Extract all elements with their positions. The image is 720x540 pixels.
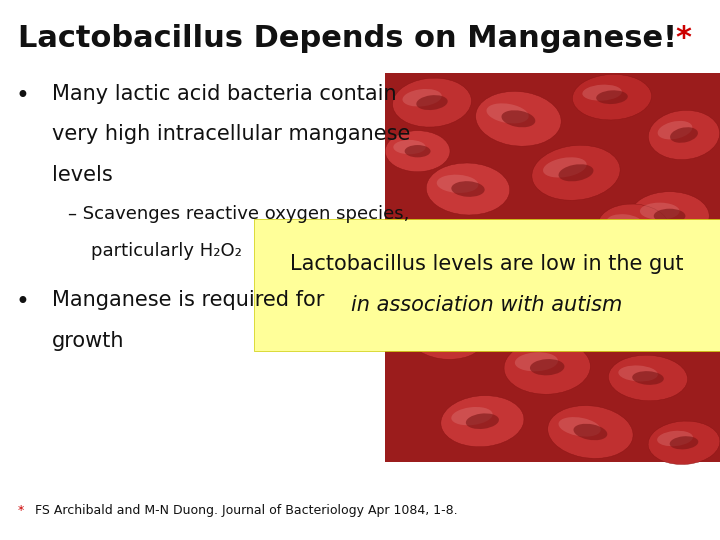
Text: Many lactic acid bacteria contain: Many lactic acid bacteria contain: [52, 84, 397, 104]
Ellipse shape: [619, 220, 648, 234]
Ellipse shape: [437, 174, 478, 193]
Ellipse shape: [395, 236, 426, 250]
Ellipse shape: [572, 75, 652, 120]
Ellipse shape: [640, 202, 680, 220]
Text: very high intracellular manganese: very high intracellular manganese: [52, 124, 410, 144]
Text: levels: levels: [52, 165, 112, 185]
Text: FS Archibald and M-N Duong. Journal of Bacteriology Apr 1084, 1-8.: FS Archibald and M-N Duong. Journal of B…: [35, 504, 457, 517]
Text: *: *: [18, 504, 24, 517]
Bar: [385, 73, 720, 462]
Ellipse shape: [402, 89, 441, 106]
Text: – Scavenges reactive oxygen species,: – Scavenges reactive oxygen species,: [68, 205, 410, 223]
Ellipse shape: [431, 327, 462, 342]
Ellipse shape: [417, 321, 456, 339]
Ellipse shape: [472, 255, 515, 274]
Ellipse shape: [665, 301, 700, 317]
Ellipse shape: [608, 355, 688, 401]
Text: in association with autism: in association with autism: [351, 295, 623, 315]
Text: *: *: [675, 24, 691, 53]
Text: •: •: [16, 84, 30, 107]
Ellipse shape: [657, 431, 693, 446]
Ellipse shape: [373, 220, 448, 266]
Ellipse shape: [476, 91, 561, 146]
Ellipse shape: [654, 208, 685, 224]
Ellipse shape: [595, 290, 629, 304]
Ellipse shape: [466, 414, 499, 429]
Text: Lactobacillus Depends on Manganese!: Lactobacillus Depends on Manganese!: [18, 24, 677, 53]
Text: growth: growth: [52, 330, 125, 351]
Ellipse shape: [501, 110, 536, 127]
Bar: [254, 219, 720, 351]
Ellipse shape: [392, 78, 472, 127]
Ellipse shape: [451, 181, 485, 197]
Ellipse shape: [461, 244, 547, 296]
Ellipse shape: [548, 406, 633, 458]
Ellipse shape: [596, 90, 628, 104]
Ellipse shape: [517, 306, 549, 321]
Ellipse shape: [530, 359, 564, 375]
Ellipse shape: [598, 204, 670, 249]
Ellipse shape: [426, 163, 510, 215]
Ellipse shape: [503, 299, 542, 318]
Text: Lactobacillus levels are low in the gut: Lactobacillus levels are low in the gut: [290, 254, 684, 274]
Ellipse shape: [630, 192, 709, 240]
Ellipse shape: [416, 95, 448, 110]
Ellipse shape: [670, 436, 698, 449]
Ellipse shape: [407, 310, 486, 359]
Ellipse shape: [487, 262, 521, 278]
Ellipse shape: [559, 164, 593, 181]
Ellipse shape: [632, 371, 664, 385]
Ellipse shape: [382, 230, 420, 247]
Ellipse shape: [494, 288, 572, 338]
Text: Manganese is required for: Manganese is required for: [52, 291, 324, 310]
Ellipse shape: [559, 417, 600, 436]
Ellipse shape: [515, 352, 558, 372]
Ellipse shape: [670, 127, 698, 143]
Ellipse shape: [385, 131, 450, 172]
Ellipse shape: [582, 85, 622, 100]
Ellipse shape: [657, 292, 720, 335]
Ellipse shape: [570, 273, 654, 321]
Ellipse shape: [393, 140, 426, 154]
Ellipse shape: [678, 307, 705, 320]
Text: particularly H₂O₂: particularly H₂O₂: [68, 242, 242, 260]
Ellipse shape: [649, 110, 719, 160]
Ellipse shape: [657, 121, 693, 139]
Ellipse shape: [451, 407, 492, 426]
Ellipse shape: [574, 424, 607, 440]
Ellipse shape: [648, 421, 720, 464]
Ellipse shape: [581, 284, 622, 301]
Ellipse shape: [504, 340, 590, 394]
Ellipse shape: [441, 396, 524, 447]
Text: •: •: [16, 291, 30, 314]
Ellipse shape: [532, 145, 620, 200]
Ellipse shape: [405, 145, 431, 157]
Ellipse shape: [618, 366, 658, 381]
Ellipse shape: [543, 157, 587, 178]
Ellipse shape: [607, 214, 642, 231]
Ellipse shape: [487, 103, 528, 124]
